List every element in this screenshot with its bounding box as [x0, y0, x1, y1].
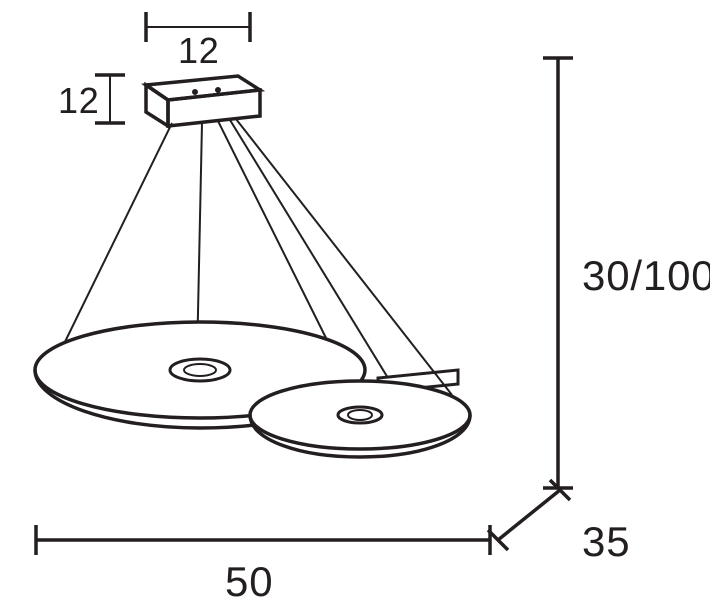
right-dimension: [543, 58, 573, 488]
depth-line: [498, 490, 560, 540]
large-disc-hole-inner: [184, 364, 216, 376]
bottom-width-label: 50: [225, 558, 273, 606]
cord-1: [60, 123, 172, 352]
vertical-range-label: 30/100: [582, 252, 710, 300]
canopy-front: [168, 90, 260, 126]
cord-2: [218, 121, 330, 346]
depth-dimension: [488, 480, 570, 550]
canopy-left: [146, 85, 168, 126]
small-disc: [250, 381, 470, 457]
bottom-dimension: [36, 525, 490, 555]
canopy-hole-2: [216, 88, 221, 93]
canopy-hole-1: [193, 90, 198, 95]
side-height-label: 12: [58, 80, 99, 122]
ceiling-canopy: [146, 76, 260, 126]
depth-label: 35: [582, 518, 630, 566]
left-dimension: [95, 75, 125, 123]
top-width-label: 12: [178, 30, 219, 72]
small-disc-hole-inner: [348, 410, 372, 420]
